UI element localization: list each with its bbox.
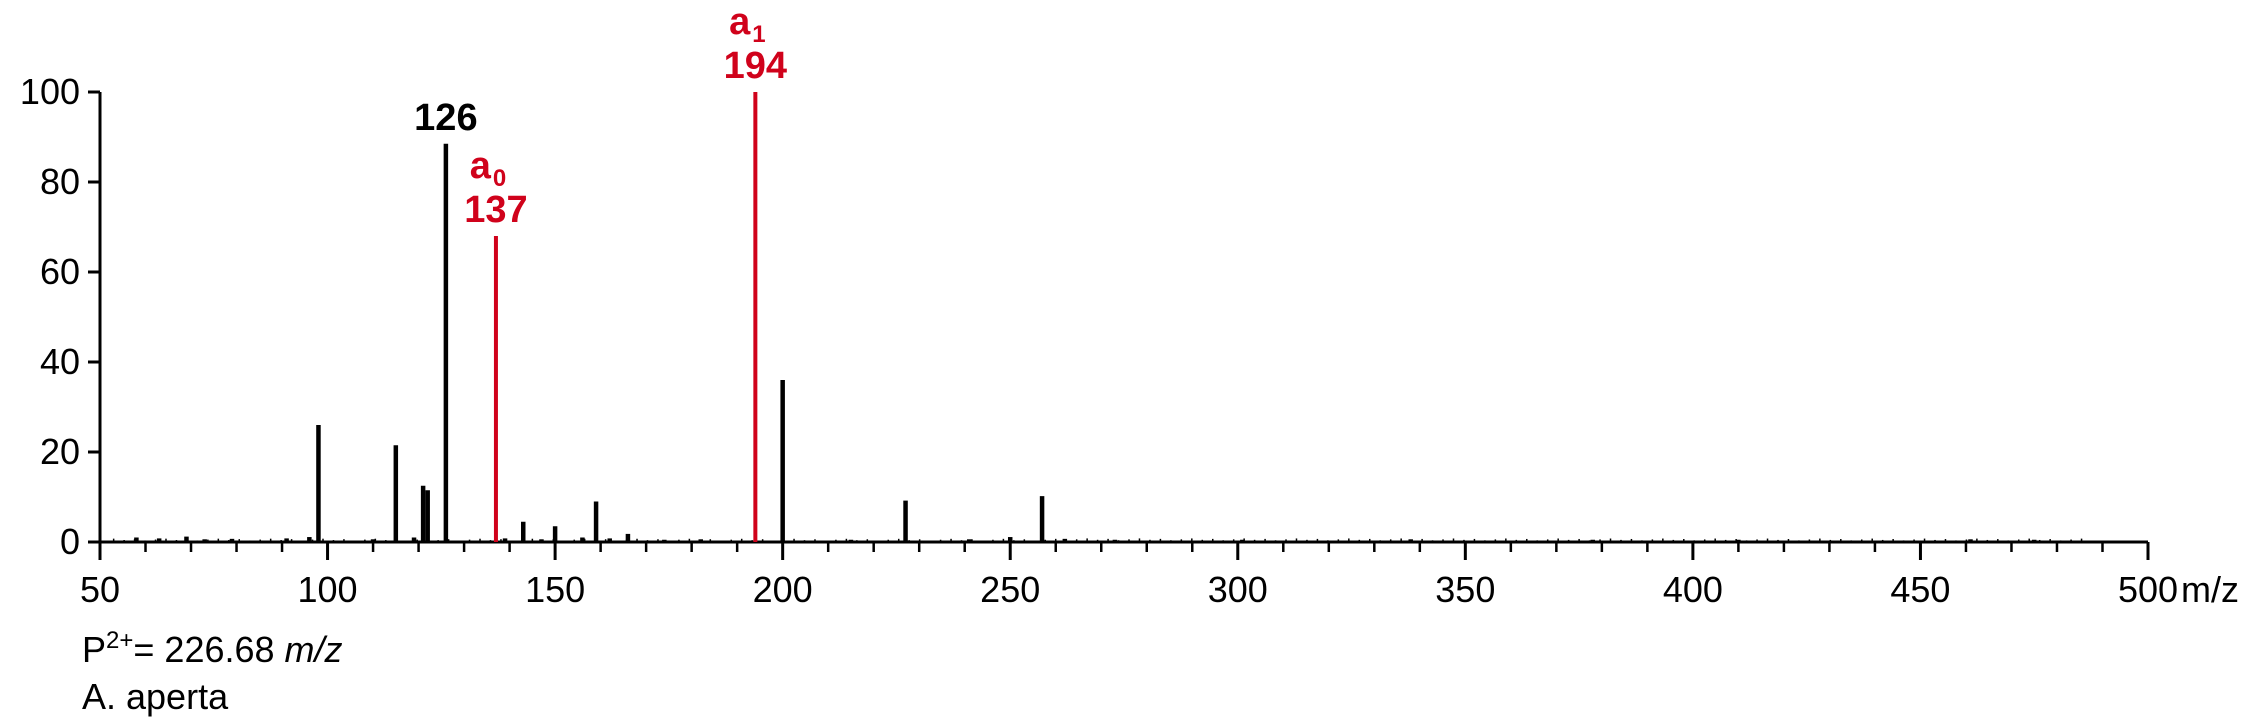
ion-label: a0 (470, 145, 507, 192)
x-tick-label: 250 (980, 569, 1040, 610)
peak-mass-label: 126 (414, 97, 477, 139)
x-tick-label: 500 (2118, 569, 2178, 610)
x-tick-label: 200 (753, 569, 813, 610)
axes: 0 20 40 60 80 100 50 100 150 200 250 300 350 400 450 50… (20, 71, 2239, 610)
peak-mass-label: 137 (464, 189, 527, 231)
precursor-prefix: P (82, 629, 107, 670)
x-tick-label: 400 (1663, 569, 1723, 610)
y-tick-label: 0 (60, 521, 80, 562)
peaks (112, 92, 2083, 542)
x-tick-label: 350 (1435, 569, 1495, 610)
precursor-value: = 226.68 (133, 629, 285, 670)
x-tick-label: 100 (298, 569, 358, 610)
precursor-unit: m/z (284, 629, 343, 670)
x-tick-label: 50 (80, 569, 120, 610)
y-tick-label: 60 (40, 251, 80, 292)
ion-label: a1 (729, 1, 766, 48)
x-axis-label: m/z (2181, 569, 2239, 610)
y-tick-label: 80 (40, 161, 80, 202)
peak-mass-label: 194 (724, 45, 787, 87)
y-tick-label: 20 (40, 431, 80, 472)
x-tick-label: 300 (1208, 569, 1268, 610)
y-tick-label: 100 (20, 71, 80, 112)
precursor-charge: 2+ (106, 627, 134, 654)
x-tick-label: 150 (525, 569, 585, 610)
species-name: A. aperta (82, 676, 229, 717)
precursor-info: P2+= 226.68 m/z (82, 627, 343, 671)
y-tick-label: 40 (40, 341, 80, 382)
x-tick-label: 450 (1890, 569, 1950, 610)
